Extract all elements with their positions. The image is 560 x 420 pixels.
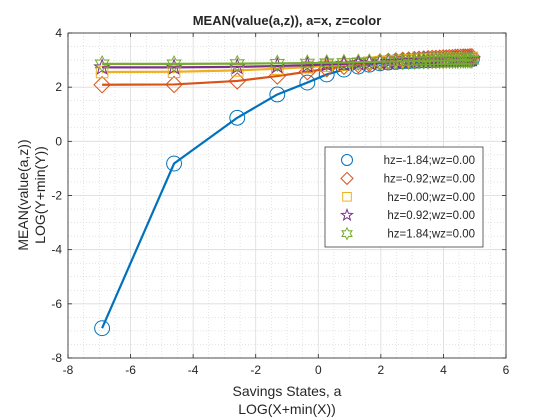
data-point xyxy=(380,52,397,71)
data-point xyxy=(464,51,480,69)
legend-entry-label: hz=-0.92;wz=0.00 xyxy=(384,173,475,185)
data-point xyxy=(299,54,316,72)
y-axis-label-line-2: LOG(Y+min(Y)) xyxy=(32,146,48,244)
series-5 xyxy=(94,51,480,73)
data-point xyxy=(299,74,316,91)
chart-title: MEAN(value(a,z)), a=x, z=color xyxy=(193,13,382,28)
series-layer xyxy=(93,48,481,337)
data-point xyxy=(229,109,246,126)
data-point xyxy=(318,66,335,83)
x-axis-label-line-1: Savings States, a xyxy=(233,383,342,399)
data-point xyxy=(166,155,182,172)
legend-entry-label: hz=-1.84;wz=0.00 xyxy=(384,155,475,167)
y-tick-label: -6 xyxy=(51,297,62,311)
x-tick-label: -8 xyxy=(63,363,74,377)
x-tick-label: -2 xyxy=(250,363,261,377)
legend-marker xyxy=(341,226,353,241)
legend: hz=-1.84;wz=0.00 hz=-0.92;wz=0.00 hz=0.00;… xyxy=(324,146,484,248)
x-tick-label: 4 xyxy=(440,363,447,377)
x-tick-label: -4 xyxy=(188,363,199,377)
y-axis-label-line-1: MEAN(value(a,z)) xyxy=(15,139,31,250)
legend-entry-label: hz=1.84;wz=0.00 xyxy=(387,229,475,241)
data-point xyxy=(95,65,109,79)
data-point xyxy=(269,86,286,103)
x-axis-label-line-2: LOG(X+min(X)) xyxy=(238,401,336,417)
x-tick-label: 0 xyxy=(315,363,322,377)
y-tick-label: -4 xyxy=(51,243,62,257)
legend-marker xyxy=(340,207,354,222)
data-point xyxy=(319,53,335,72)
x-tick-label: 6 xyxy=(503,363,510,377)
data-point xyxy=(167,65,181,79)
legend-marker xyxy=(342,192,352,202)
y-tick-label: 4 xyxy=(55,26,62,40)
y-tick-label: -2 xyxy=(51,189,62,203)
y-tick-label: 0 xyxy=(55,134,62,148)
data-point xyxy=(336,53,352,72)
x-tick-label: -6 xyxy=(125,363,136,377)
x-tick-label: 2 xyxy=(378,363,385,377)
data-point xyxy=(94,320,111,337)
data-point xyxy=(94,54,110,73)
legend-entry-label: hz=0.92;wz=0.00 xyxy=(387,210,475,222)
axes-ticks: -8 -6 -4 -2 0 2 4 6 -8 -6 -4 -2 0 2 4 xyxy=(51,26,509,377)
data-point xyxy=(165,75,183,94)
data-point xyxy=(229,54,245,73)
legend-marker xyxy=(341,154,353,166)
legend-marker xyxy=(340,171,354,186)
y-tick-label: -8 xyxy=(51,351,62,365)
data-point xyxy=(166,54,182,73)
data-point xyxy=(228,72,247,90)
legend-entry-label: hz=0.00;wz=0.00 xyxy=(387,192,475,204)
data-point xyxy=(93,75,111,94)
y-tick-label: 2 xyxy=(55,80,62,94)
data-point xyxy=(269,54,286,73)
